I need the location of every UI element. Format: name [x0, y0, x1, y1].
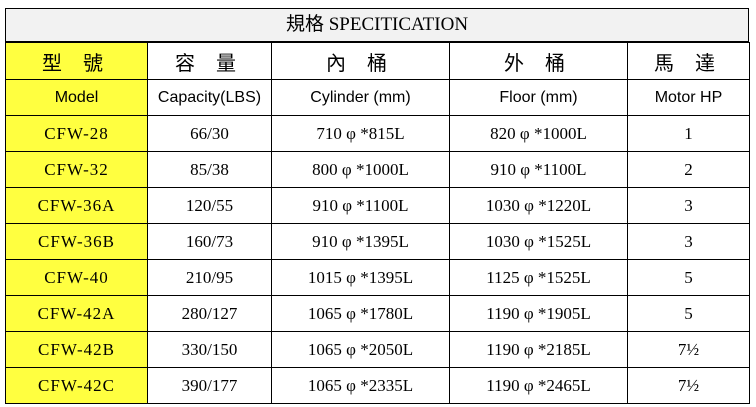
capacity-cell: 210/95 — [147, 259, 272, 296]
floor-cell: 820 φ *1000L — [449, 115, 628, 152]
header-en-capacity: Capacity(LBS) — [147, 79, 272, 116]
capacity-cell: 390/177 — [147, 367, 272, 404]
floor-cell: 910 φ *1100L — [449, 151, 628, 188]
capacity-cell: 85/38 — [147, 151, 272, 188]
header-zh-motor: 馬 達 — [627, 42, 750, 80]
cylinder-cell: 1065 φ *2335L — [271, 367, 450, 404]
model-cell: CFW-36B — [5, 223, 148, 260]
cylinder-cell: 710 φ *815L — [271, 115, 450, 152]
header-row-chinese: 型 號 容 量 內 桶 外 桶 馬 達 — [5, 42, 750, 80]
cylinder-cell: 1015 φ *1395L — [271, 259, 450, 296]
floor-cell: 1030 φ *1220L — [449, 187, 628, 224]
table-row: CFW-40 210/95 1015 φ *1395L 1125 φ *1525… — [5, 259, 750, 296]
header-zh-model: 型 號 — [5, 42, 148, 80]
floor-cell: 1030 φ *1525L — [449, 223, 628, 260]
header-en-cylinder: Cylinder (mm) — [271, 79, 450, 116]
capacity-cell: 66/30 — [147, 115, 272, 152]
model-cell: CFW-42A — [5, 295, 148, 332]
header-zh-cylinder: 內 桶 — [271, 42, 450, 80]
motor-cell: 3 — [627, 223, 750, 260]
header-en-motor: Motor HP — [627, 79, 750, 116]
model-cell: CFW-40 — [5, 259, 148, 296]
motor-cell: 1 — [627, 115, 750, 152]
header-row-english: Model Capacity(LBS) Cylinder (mm) Floor … — [5, 79, 750, 116]
model-cell: CFW-28 — [5, 115, 148, 152]
floor-cell: 1190 φ *2185L — [449, 331, 628, 368]
header-en-floor: Floor (mm) — [449, 79, 628, 116]
table-row: CFW-42C 390/177 1065 φ *2335L 1190 φ *24… — [5, 367, 750, 404]
table-row: CFW-36B 160/73 910 φ *1395L 1030 φ *1525… — [5, 223, 750, 260]
motor-cell: 3 — [627, 187, 750, 224]
header-zh-capacity: 容 量 — [147, 42, 272, 80]
table-row: CFW-28 66/30 710 φ *815L 820 φ *1000L 1 — [5, 115, 750, 152]
floor-cell: 1190 φ *2465L — [449, 367, 628, 404]
capacity-cell: 160/73 — [147, 223, 272, 260]
capacity-cell: 280/127 — [147, 295, 272, 332]
cylinder-cell: 1065 φ *2050L — [271, 331, 450, 368]
table-row: CFW-32 85/38 800 φ *1000L 910 φ *1100L 2 — [5, 151, 750, 188]
capacity-cell: 330/150 — [147, 331, 272, 368]
table-row: CFW-42A 280/127 1065 φ *1780L 1190 φ *19… — [5, 295, 750, 332]
model-cell: CFW-42B — [5, 331, 148, 368]
model-cell: CFW-36A — [5, 187, 148, 224]
motor-cell: 2 — [627, 151, 750, 188]
spec-title: 規格 SPECITICATION — [5, 8, 749, 42]
header-zh-floor: 外 桶 — [449, 42, 628, 80]
floor-cell: 1125 φ *1525L — [449, 259, 628, 296]
motor-cell: 5 — [627, 295, 750, 332]
motor-cell: 5 — [627, 259, 750, 296]
table-row: CFW-42B 330/150 1065 φ *2050L 1190 φ *21… — [5, 331, 750, 368]
cylinder-cell: 800 φ *1000L — [271, 151, 450, 188]
header-en-model: Model — [5, 79, 148, 116]
capacity-cell: 120/55 — [147, 187, 272, 224]
cylinder-cell: 910 φ *1395L — [271, 223, 450, 260]
table-row: CFW-36A 120/55 910 φ *1100L 1030 φ *1220… — [5, 187, 750, 224]
spec-table: 型 號 容 量 內 桶 外 桶 馬 達 Model Capacity(LBS) … — [5, 42, 750, 404]
model-cell: CFW-32 — [5, 151, 148, 188]
cylinder-cell: 910 φ *1100L — [271, 187, 450, 224]
motor-cell: 7½ — [627, 331, 750, 368]
motor-cell: 7½ — [627, 367, 750, 404]
floor-cell: 1190 φ *1905L — [449, 295, 628, 332]
cylinder-cell: 1065 φ *1780L — [271, 295, 450, 332]
model-cell: CFW-42C — [5, 367, 148, 404]
